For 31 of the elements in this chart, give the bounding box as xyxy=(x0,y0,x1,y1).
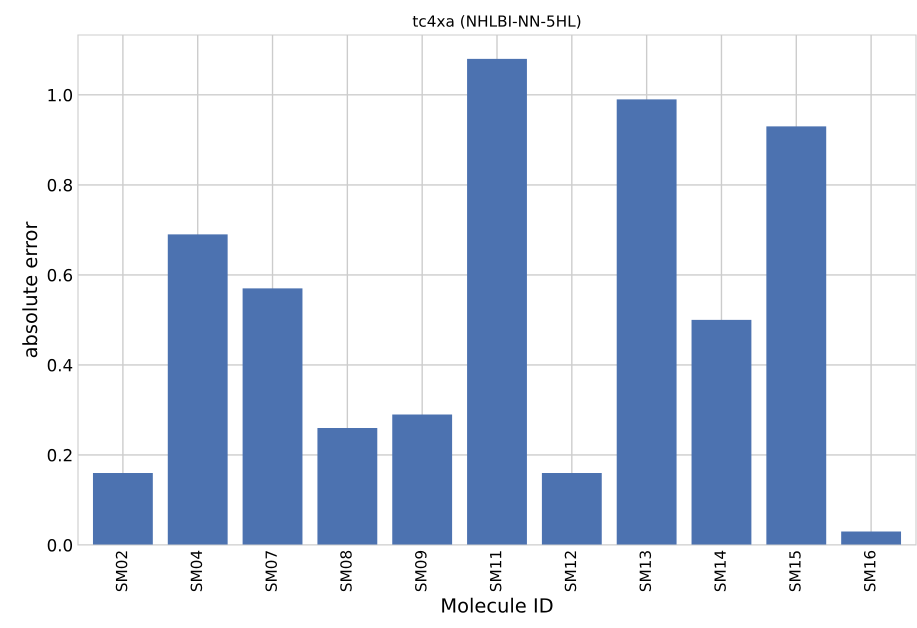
bar xyxy=(616,99,677,545)
x-tick-label: SM13 xyxy=(640,551,652,592)
y-tick-label: 0.0 xyxy=(48,538,72,552)
x-axis-title: Molecule ID xyxy=(442,598,552,613)
y-tick-label: 0.8 xyxy=(48,178,72,192)
x-tick-label: SM14 xyxy=(714,550,726,592)
y-tick-label: 0.2 xyxy=(48,448,72,462)
y-tick-label: 0.4 xyxy=(48,358,72,372)
chart-title: tc4xa (NHLBI-NN-5HL) xyxy=(412,15,580,29)
bar xyxy=(467,58,527,545)
x-tick-label: SM09 xyxy=(415,550,427,592)
bar xyxy=(841,531,902,545)
x-tick-label: SM12 xyxy=(564,551,576,592)
x-tick-label: SM15 xyxy=(789,551,801,592)
x-tick-label: SM16 xyxy=(864,550,876,592)
y-tick-label: 1.0 xyxy=(48,88,72,102)
y-tick-label: 0.6 xyxy=(48,268,72,282)
y-axis-title: absolute error xyxy=(22,222,38,358)
bar xyxy=(692,320,752,545)
bar xyxy=(242,288,302,545)
x-tick-label: SM02 xyxy=(116,551,128,592)
bar xyxy=(542,472,602,545)
bar xyxy=(168,234,228,545)
bar xyxy=(766,126,826,545)
bar xyxy=(392,414,452,545)
x-tick-label: SM11 xyxy=(490,551,502,592)
x-tick-label: SM04 xyxy=(190,550,202,592)
x-tick-label: SM07 xyxy=(265,551,277,592)
bar xyxy=(317,428,378,545)
x-tick-label: SM08 xyxy=(340,550,352,592)
bar xyxy=(92,472,153,545)
